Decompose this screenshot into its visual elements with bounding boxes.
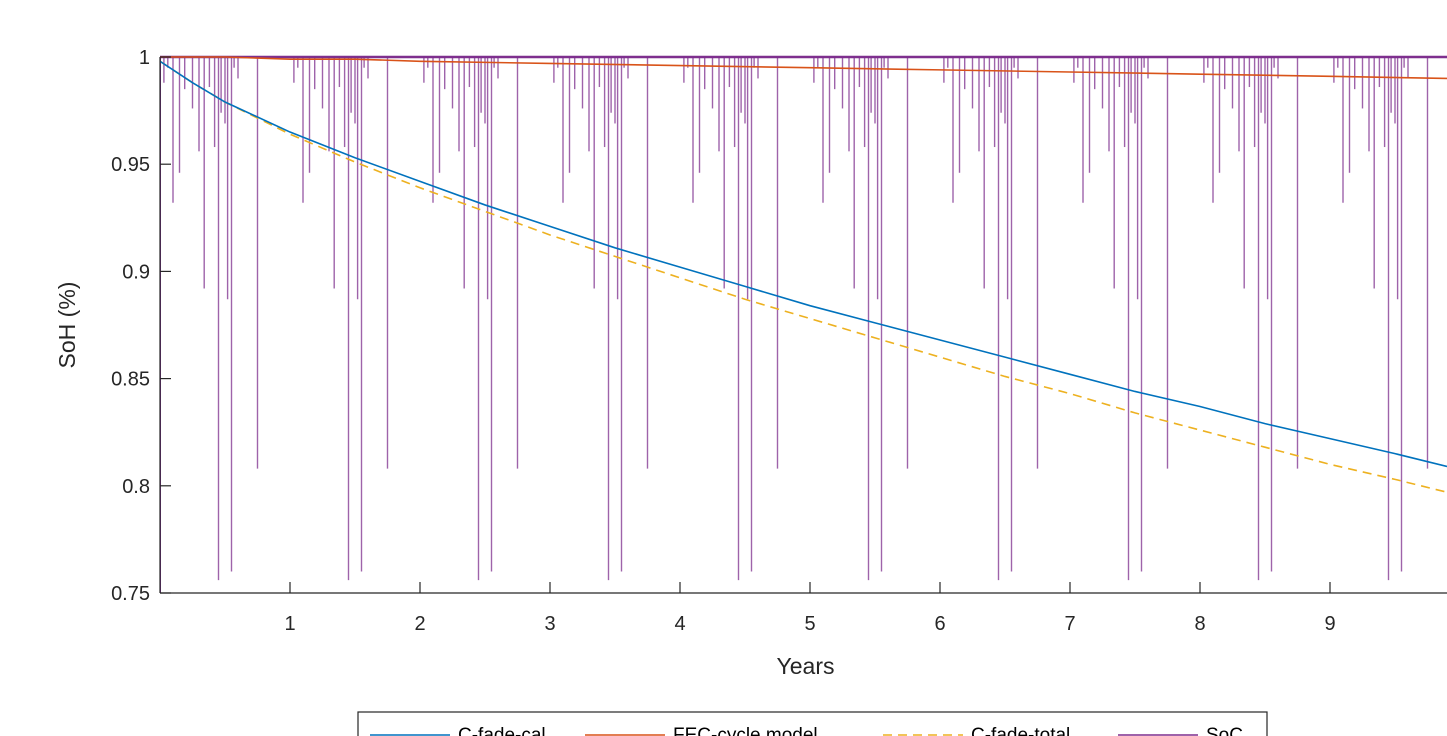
series-fec-cycle-model: [160, 56, 1447, 80]
x-tick-label: 4: [674, 613, 685, 635]
x-tick-label: 7: [1064, 613, 1075, 635]
legend-label: C-fade-cal: [458, 725, 546, 736]
x-tick-label: 9: [1324, 613, 1335, 635]
y-tick-label: 0.8: [122, 476, 150, 498]
ticks: 1 2 3 4 5 6 7 8 9 0.75 0.8 0.85 0.9 0.95 1: [111, 47, 1336, 635]
x-tick-label: 3: [544, 613, 555, 635]
series-c-fade-cal: [160, 60, 1447, 468]
legend: C-fade-cal FEC-cycle model C-fade-total SoC: [357, 711, 1268, 736]
series-soc: [160, 55, 1447, 593]
axes: [159, 57, 1447, 594]
x-tick-label: 6: [934, 613, 945, 635]
legend-box: [357, 711, 1268, 736]
x-tick-label: 5: [804, 613, 815, 635]
y-tick-label: 0.95: [111, 154, 150, 176]
legend-label: FEC-cycle model: [673, 725, 818, 736]
x-axis-label: Years: [777, 653, 835, 679]
x-tick-label: 8: [1194, 613, 1205, 635]
y-axis-label: SoH (%): [54, 282, 80, 369]
y-tick-label: 1: [139, 47, 150, 69]
legend-label: SoC: [1206, 725, 1243, 736]
plot-series: [160, 55, 1447, 593]
x-tick-label: 2: [414, 613, 425, 635]
legend-label: C-fade-total: [971, 725, 1070, 736]
y-tick-label: 0.75: [111, 583, 150, 605]
y-tick-label: 0.85: [111, 369, 150, 391]
y-tick-label: 0.9: [122, 261, 150, 283]
series-c-fade-total: [160, 60, 1447, 494]
x-tick-label: 1: [284, 613, 295, 635]
